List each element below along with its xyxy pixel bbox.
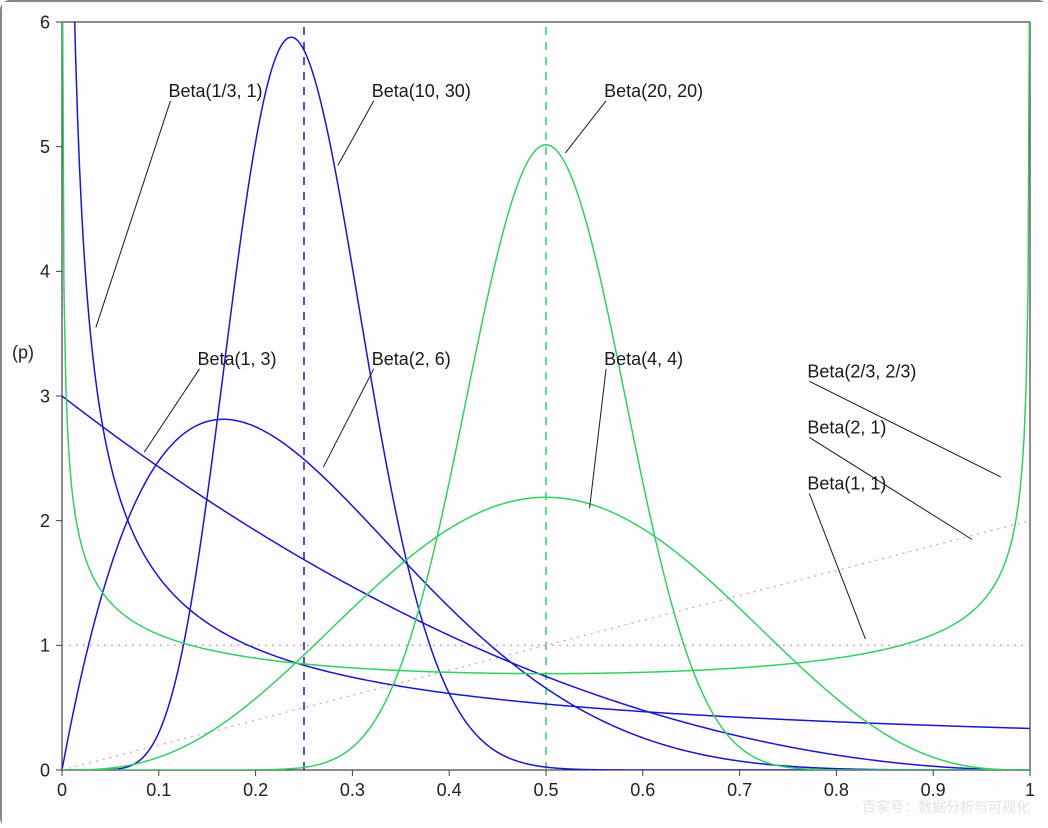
plot-bg	[2, 2, 1048, 828]
xtick-label: 0.5	[533, 780, 558, 800]
annotation-label: Beta(4, 4)	[604, 349, 683, 369]
xtick-label: 0.7	[727, 780, 752, 800]
xtick-label: 0.8	[824, 780, 849, 800]
ytick-label: 0	[40, 760, 50, 780]
watermark: 百家号：数据分析与可视化	[862, 799, 1030, 815]
xtick-label: 0.4	[437, 780, 462, 800]
xtick-label: 0	[57, 780, 67, 800]
xtick-label: 0.1	[146, 780, 171, 800]
annotation-label: Beta(20, 20)	[604, 81, 703, 101]
ytick-label: 6	[40, 12, 50, 32]
xtick-label: 0.3	[340, 780, 365, 800]
annotation-label: Beta(1/3, 1)	[168, 81, 262, 101]
xtick-label: 1	[1025, 780, 1035, 800]
ytick-label: 1	[40, 636, 50, 656]
annotation-label: Beta(2, 1)	[807, 417, 886, 437]
beta-distribution-chart: 0 0.1 0.2 0.3 0.4 0.5 0.6 0.7 0.8 0.9 1 0 1 2 3 4 5 6 (p) B…	[2, 2, 1048, 828]
ytick-label: 4	[40, 262, 50, 282]
annotation-label: Beta(1, 1)	[807, 474, 886, 494]
xtick-label: 0.6	[630, 780, 655, 800]
annotation-label: Beta(1, 3)	[198, 349, 277, 369]
annotation-label: Beta(2, 6)	[372, 349, 451, 369]
xtick-label: 0.2	[243, 780, 268, 800]
annotation-label: Beta(10, 30)	[372, 81, 471, 101]
y-axis-label: (p)	[12, 343, 34, 363]
annotation-label: Beta(2/3, 2/3)	[807, 361, 916, 381]
ytick-label: 3	[40, 386, 50, 406]
ytick-label: 5	[40, 137, 50, 157]
chart-frame: 0 0.1 0.2 0.3 0.4 0.5 0.6 0.7 0.8 0.9 1 0 1 2 3 4 5 6 (p) B…	[0, 0, 1048, 828]
ytick-label: 2	[40, 511, 50, 531]
xtick-label: 0.9	[921, 780, 946, 800]
